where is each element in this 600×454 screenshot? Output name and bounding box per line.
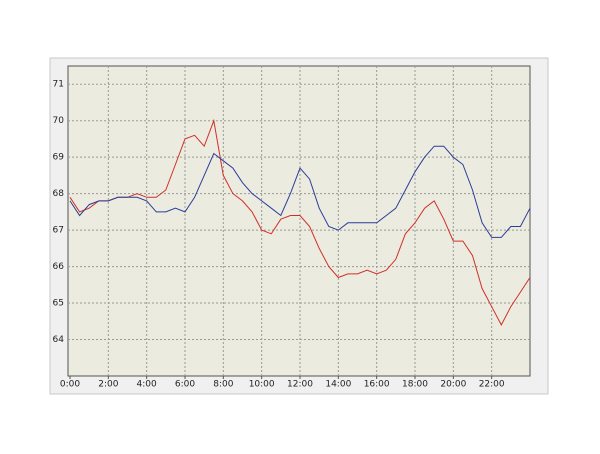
plot-area — [67, 65, 531, 377]
y-tick-label: 65 — [53, 299, 64, 309]
x-tick-label: 8:00 — [213, 380, 233, 390]
x-tick-label: 12:00 — [287, 380, 313, 390]
y-tick-label: 70 — [53, 116, 65, 126]
y-tick-label: 68 — [53, 189, 65, 199]
y-tick-label: 69 — [53, 153, 65, 163]
x-tick-label: 22:00 — [479, 380, 505, 390]
x-tick-label: 16:00 — [364, 380, 390, 390]
x-tick-label: 18:00 — [402, 380, 428, 390]
x-tick-label: 14:00 — [325, 380, 351, 390]
x-tick-label: 20:00 — [440, 380, 466, 390]
y-tick-label: 71 — [53, 80, 64, 90]
x-tick-label: 6:00 — [175, 380, 195, 390]
x-tick-label: 2:00 — [98, 380, 118, 390]
series-line — [69, 118, 531, 326]
y-tick-label: 64 — [53, 335, 65, 345]
y-tick-label: 67 — [53, 226, 64, 236]
x-tick-label: 0:00 — [60, 380, 80, 390]
series-line — [69, 145, 531, 238]
x-tick-label: 10:00 — [249, 380, 275, 390]
x-tick-label: 4:00 — [137, 380, 157, 390]
y-tick-label: 66 — [53, 262, 65, 272]
